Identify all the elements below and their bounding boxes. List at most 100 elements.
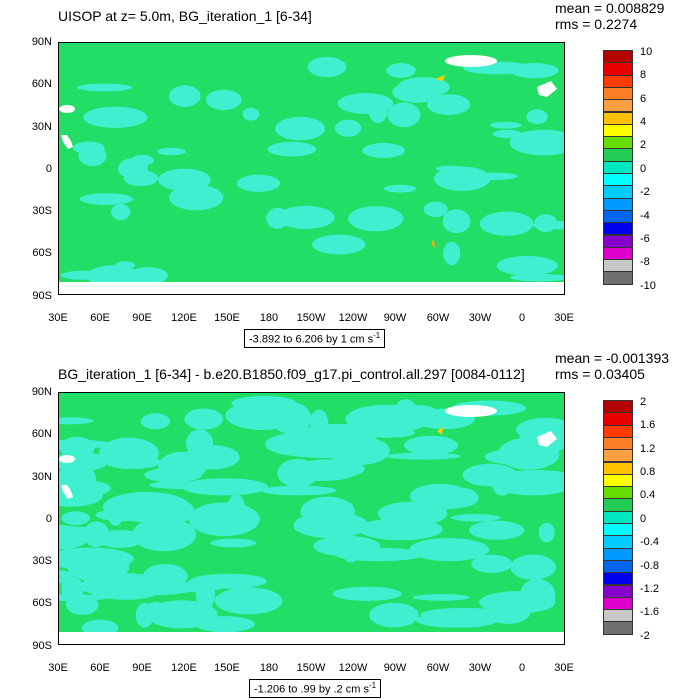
lon-tick-label: 30E [554, 662, 574, 674]
field-region [123, 170, 159, 187]
lat-tick-label: 90N [31, 386, 52, 398]
field-region [538, 522, 555, 543]
lon-tick-label: 120E [171, 662, 197, 674]
lon-tick-label: 30E [554, 312, 574, 324]
field-region [383, 184, 417, 193]
lat-tick-label: 0 [45, 163, 52, 175]
colorbar-label: 0.4 [640, 489, 656, 502]
colorbar-label: 2 [640, 396, 647, 408]
colorbar-label: 1.6 [640, 419, 656, 432]
field-region [59, 439, 114, 449]
colorbar-swatch [603, 74, 633, 88]
field-region [471, 554, 513, 574]
field-region [86, 265, 140, 287]
colorbar-label: -0.8 [640, 559, 659, 572]
field-region [149, 480, 213, 490]
data-range-box: -3.892 to 6.206 by 1 cm s-1 [244, 329, 386, 348]
colorbar-swatch [603, 222, 633, 236]
colorbar-swatch [603, 160, 633, 174]
lat-tick-label: 60S [32, 597, 52, 609]
mean-label: mean = 0.008829 [555, 0, 665, 16]
field-region [83, 106, 148, 128]
lat-tick-label: 30N [31, 471, 52, 483]
field-region [242, 107, 260, 121]
field-region [368, 99, 388, 123]
colorbar-swatch [603, 596, 633, 611]
field-region [442, 209, 471, 234]
data-range-box: -1.206 to .99 by .2 cm s-1 [249, 679, 382, 698]
field-region [426, 94, 471, 116]
colorbar-swatch [603, 547, 633, 561]
colorbar-label: -10 [640, 279, 656, 292]
field-region [404, 435, 459, 455]
colorbar-label: -2 [640, 186, 650, 199]
lon-tick-label: 30W [468, 662, 492, 674]
colorbar-swatch [603, 498, 633, 512]
colorbar [603, 400, 633, 635]
field-region [228, 494, 245, 517]
land-antarctica [59, 632, 564, 644]
field-region [450, 513, 501, 522]
colorbar-label: -8 [640, 256, 650, 269]
colorbar-swatch [603, 271, 633, 285]
field-region [172, 501, 195, 522]
field-region [332, 586, 402, 601]
colorbar-label: -0.4 [640, 536, 659, 549]
colorbar-swatch [603, 473, 633, 488]
field-region [496, 256, 558, 276]
field-region [369, 602, 419, 628]
field-region [210, 538, 257, 548]
colorbar-swatch [603, 123, 633, 138]
field-region [303, 500, 353, 509]
field-region [468, 172, 518, 181]
field-region [510, 554, 556, 580]
field-region [59, 570, 74, 584]
field-region [409, 538, 490, 562]
colorbar-swatch [603, 449, 633, 463]
lon-tick-label: 60W [426, 662, 450, 674]
field-region [484, 448, 551, 465]
lat-tick-label: 30S [32, 205, 52, 217]
field-region [510, 273, 564, 282]
field-region [79, 193, 133, 206]
colorbar-swatch [603, 572, 633, 586]
field-region [348, 206, 404, 232]
field-region [407, 517, 425, 538]
lon-tick-label: 30E [48, 312, 68, 324]
field-region [420, 607, 507, 622]
field-region [77, 83, 133, 92]
plot-panel-top: UISOP at z= 5.0m, BG_iteration_1 [6-34] … [31, 0, 665, 348]
colorbar-label: 0 [640, 162, 647, 175]
colorbar-label: 2 [640, 139, 647, 152]
field-region [158, 168, 211, 191]
colorbar-swatch [603, 50, 633, 64]
lon-tick-label: 180 [259, 312, 279, 324]
map-plot [58, 42, 565, 295]
lat-tick-label: 0 [45, 513, 52, 525]
field-region [61, 511, 90, 526]
colorbar-swatch [603, 99, 633, 113]
colorbar-swatch [603, 185, 633, 199]
colorbar-swatch [603, 424, 633, 438]
lon-tick-label: 60W [426, 312, 450, 324]
colorbar-swatch [603, 62, 633, 76]
field-region [285, 469, 354, 481]
field-region [275, 116, 326, 141]
plot-title: UISOP at z= 5.0m, BG_iteration_1 [6-34] [58, 8, 312, 24]
colorbar-label: 4 [640, 116, 647, 129]
colorbar-label: -1.2 [640, 582, 659, 595]
field-region [266, 207, 289, 229]
field-region [479, 211, 534, 236]
lat-tick-label: 60N [31, 78, 52, 90]
field-region [490, 121, 522, 129]
data-range-text: -3.892 to 6.206 by 1 cm s [249, 333, 374, 346]
field-region [99, 437, 159, 469]
colorbar-swatch [603, 259, 633, 273]
field-region [362, 143, 405, 158]
lon-tick-label: 90E [132, 312, 152, 324]
colorbar-swatch [603, 400, 633, 414]
field-region [293, 519, 342, 535]
colorbar-label: 0 [640, 512, 647, 525]
field-region [169, 184, 224, 211]
field-region [267, 141, 317, 157]
